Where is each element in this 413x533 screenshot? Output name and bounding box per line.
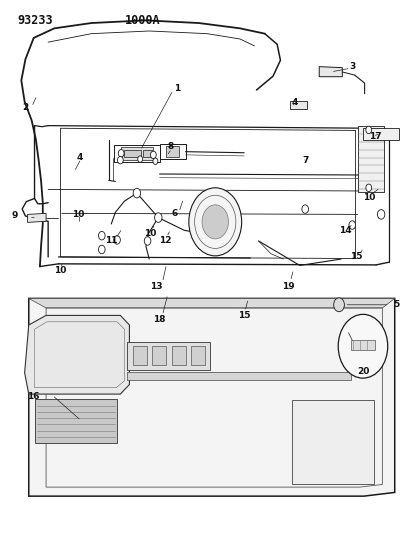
- Circle shape: [118, 150, 124, 157]
- Circle shape: [98, 245, 105, 254]
- Polygon shape: [291, 400, 373, 484]
- Circle shape: [365, 184, 371, 191]
- Text: 6: 6: [171, 209, 178, 218]
- Circle shape: [98, 231, 105, 240]
- Circle shape: [365, 126, 371, 134]
- Text: 11: 11: [105, 237, 117, 246]
- Text: 4: 4: [76, 153, 83, 162]
- Text: 10: 10: [72, 210, 84, 219]
- Polygon shape: [28, 298, 394, 496]
- Text: 8: 8: [167, 142, 173, 151]
- Circle shape: [154, 213, 161, 222]
- Text: 1: 1: [174, 84, 180, 93]
- Polygon shape: [318, 67, 342, 77]
- Circle shape: [188, 188, 241, 256]
- Circle shape: [337, 314, 387, 378]
- Text: 1000A: 1000A: [124, 14, 160, 27]
- Text: 15: 15: [237, 311, 250, 320]
- Polygon shape: [124, 150, 141, 157]
- Text: 7: 7: [302, 156, 309, 165]
- Circle shape: [114, 236, 120, 244]
- Polygon shape: [171, 346, 185, 366]
- Circle shape: [202, 205, 228, 239]
- Text: 18: 18: [153, 315, 165, 324]
- Text: 4: 4: [291, 98, 297, 107]
- Text: 10: 10: [144, 229, 156, 238]
- Circle shape: [117, 157, 123, 164]
- Text: 2: 2: [22, 102, 28, 111]
- Text: 93233: 93233: [17, 14, 53, 27]
- Text: 17: 17: [368, 132, 381, 141]
- Polygon shape: [362, 128, 398, 140]
- Circle shape: [133, 188, 140, 198]
- Circle shape: [144, 237, 150, 245]
- Text: 10: 10: [362, 193, 374, 202]
- Polygon shape: [350, 340, 374, 351]
- Polygon shape: [28, 298, 394, 308]
- Text: 3: 3: [348, 62, 354, 71]
- Polygon shape: [165, 147, 178, 157]
- Text: 9: 9: [12, 212, 18, 221]
- Circle shape: [150, 151, 156, 159]
- Text: 10: 10: [54, 266, 66, 275]
- Text: 12: 12: [158, 237, 171, 246]
- Text: 15: 15: [349, 253, 362, 261]
- Text: 13: 13: [150, 282, 163, 291]
- Polygon shape: [121, 148, 152, 160]
- Circle shape: [377, 209, 384, 219]
- Polygon shape: [133, 346, 146, 366]
- Polygon shape: [143, 150, 151, 157]
- Circle shape: [333, 298, 344, 312]
- Polygon shape: [357, 126, 383, 192]
- Polygon shape: [126, 342, 210, 370]
- Text: 20: 20: [356, 367, 368, 376]
- Polygon shape: [126, 372, 350, 380]
- Polygon shape: [289, 101, 306, 109]
- Text: 5: 5: [392, 300, 399, 309]
- Polygon shape: [24, 316, 129, 394]
- Polygon shape: [34, 399, 117, 443]
- Text: 16: 16: [26, 392, 39, 401]
- Polygon shape: [152, 346, 166, 366]
- Circle shape: [152, 158, 157, 165]
- Text: 19: 19: [282, 282, 294, 291]
- Polygon shape: [190, 346, 204, 366]
- Circle shape: [301, 205, 308, 213]
- Circle shape: [348, 221, 355, 229]
- Polygon shape: [27, 213, 46, 222]
- Text: 14: 14: [338, 226, 351, 235]
- Circle shape: [138, 156, 142, 163]
